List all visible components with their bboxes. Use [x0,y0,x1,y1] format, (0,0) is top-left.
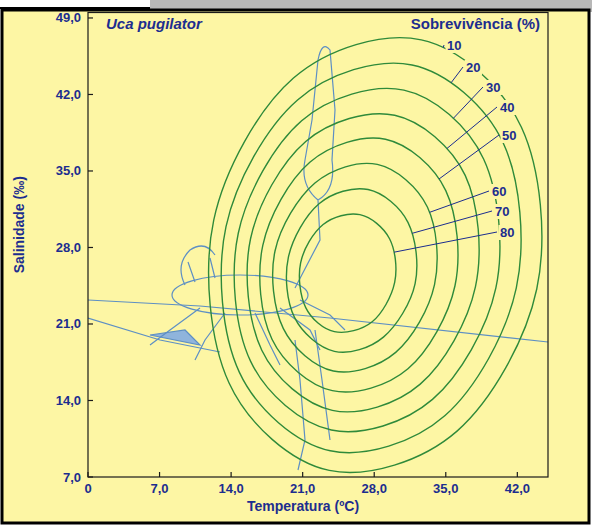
contour-line [260,138,458,392]
level-label: 50 [502,128,516,143]
x-tick-label: 0 [84,481,91,496]
level-title: Sobrevivência (%) [411,15,540,32]
leader-line [453,87,483,118]
level-label: 60 [492,184,506,199]
x-axis-title: Temperatura (ºC) [247,498,359,514]
leader-line [412,211,492,233]
chart: 07,014,021,028,035,042,07,014,021,028,03… [0,0,592,526]
level-label: 80 [500,225,514,240]
x-tick-label: 14,0 [218,481,243,496]
y-tick-label: 49,0 [56,10,81,25]
y-tick-label: 21,0 [56,316,81,331]
x-tick-label: 7,0 [151,481,169,496]
y-tick [88,247,93,248]
y-tick [88,94,93,95]
x-tick [302,472,303,477]
level-label: 30 [486,80,500,95]
leader-line [451,67,463,83]
x-tick-label: 42,0 [505,481,530,496]
level-label: 10 [447,38,461,53]
y-tick-label: 35,0 [56,163,81,178]
label-patch [499,225,516,240]
top-rule [0,7,150,9]
x-tick [374,472,375,477]
x-tick [231,472,232,477]
level-label-group: 10 20 3040 50 60 70 80 [446,38,518,240]
crab-eyes [188,258,215,282]
contour-line [234,88,500,431]
x-tick-label: 35,0 [433,481,458,496]
x-tick [159,472,160,477]
y-tick [88,17,93,18]
y-tick-label: 7,0 [63,470,81,485]
x-tick-label: 21,0 [290,481,315,496]
y-tick-label: 42,0 [56,87,81,102]
leader-line [394,232,497,252]
chart-title: Uca pugilator [106,15,203,32]
label-patch [485,80,502,95]
y-tick [88,476,93,477]
leader-group [394,45,499,252]
label-patch [465,60,482,75]
level-label: 40 [500,100,514,115]
y-tick [88,400,93,401]
x-tick-label: 28,0 [362,481,387,496]
crab-claw [295,47,335,288]
label-patch [499,100,516,115]
label-patch [494,204,511,219]
label-patch [446,38,463,53]
plot-frame [88,13,548,478]
y-tick [88,323,93,324]
x-tick [87,472,88,477]
y-tick-label: 28,0 [56,240,81,255]
contour-line [286,189,416,352]
level-label: 20 [466,60,480,75]
y-tick-label: 14,0 [56,393,81,408]
x-tick [445,472,446,477]
crab-illustration [88,47,548,470]
contour-line [299,214,396,332]
contour-line [247,114,479,412]
x-tick [517,472,518,477]
page-background [0,0,592,526]
leader-line [439,135,499,179]
y-axis-title: Salinidade (‰) [11,176,27,273]
ground-shade [150,330,200,345]
contour-group [209,38,542,473]
level-label: 70 [495,204,509,219]
panel-frame [2,10,589,523]
ground-line [88,318,220,352]
label-patch [491,184,508,199]
y-tick [88,170,93,171]
contour-line [273,163,437,372]
label-patch [501,128,518,143]
contour-line [209,38,542,473]
leader-line [430,191,489,212]
leader-line [443,45,445,48]
contour-line [221,63,521,452]
